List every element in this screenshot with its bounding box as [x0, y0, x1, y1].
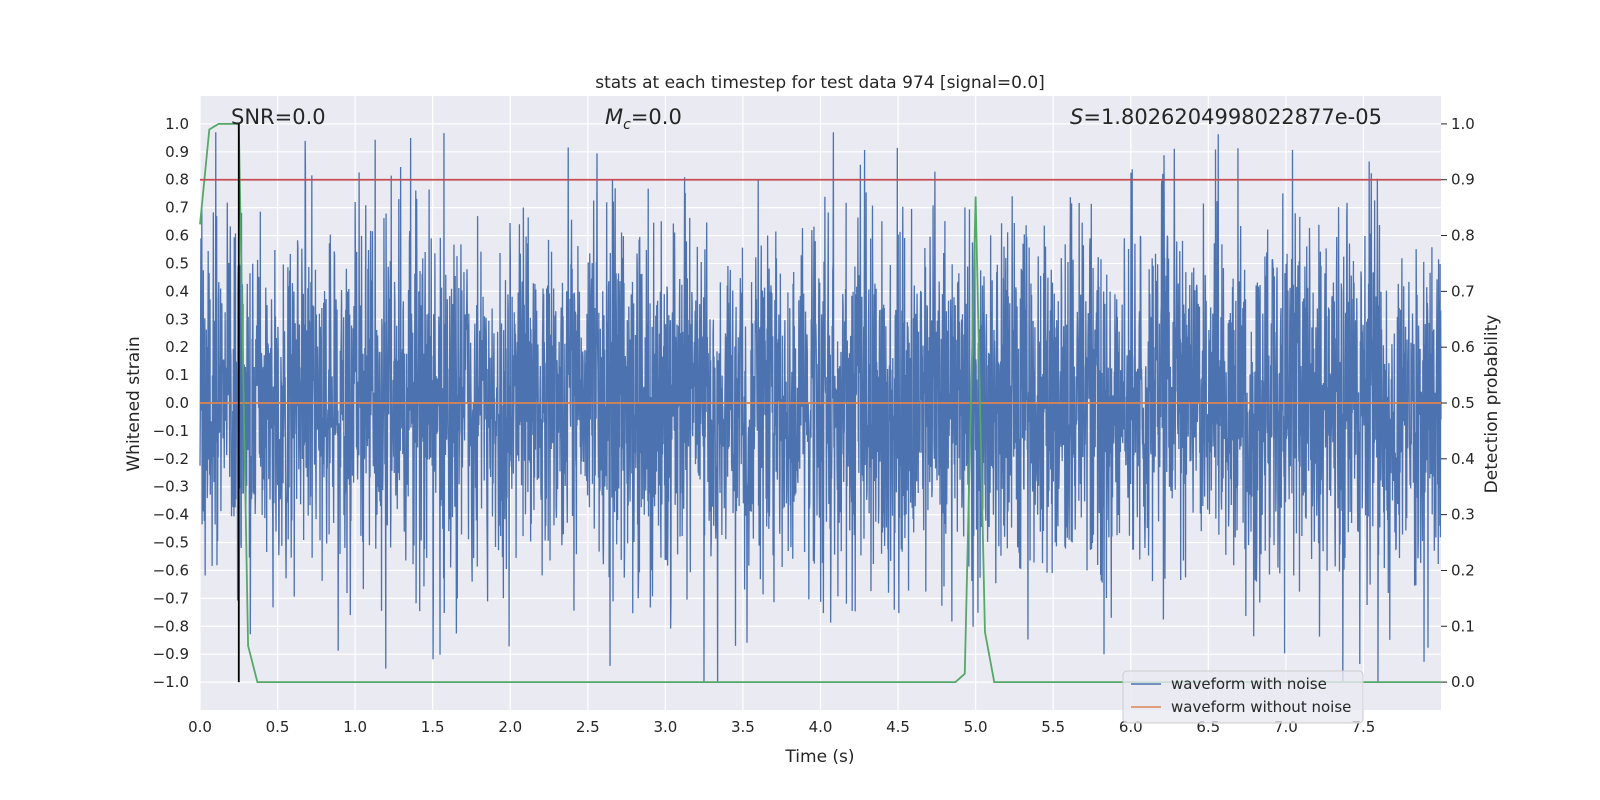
x-tick-label: 2.5 — [576, 718, 600, 736]
chirp-mass-annotation: Mc=0.0 — [605, 105, 682, 133]
y2-tick-label: 0.3 — [1451, 506, 1475, 524]
y-tick-label: 0.3 — [165, 310, 189, 328]
y-tick-label: 0.0 — [165, 394, 189, 412]
y2-tick-label: 0.7 — [1451, 282, 1475, 300]
legend: waveform with noise waveform without noi… — [1122, 670, 1364, 724]
x-tick-label: 0.0 — [188, 718, 212, 736]
y2-tick-label: 0.4 — [1451, 450, 1475, 468]
y-tick-label: −0.7 — [153, 589, 189, 607]
y-tick-label: 0.2 — [165, 338, 189, 356]
x-tick-label: 5.5 — [1041, 718, 1065, 736]
x-tick-label: 1.5 — [421, 718, 445, 736]
y-tick-label: −0.8 — [153, 617, 189, 635]
s-annotation: S=1.8026204998022877e-05 — [1070, 105, 1382, 129]
y2-tick-label: 0.1 — [1451, 617, 1475, 635]
x-tick-label: 0.5 — [266, 718, 290, 736]
y-tick-label: −0.6 — [153, 561, 189, 579]
y-tick-label: −0.1 — [153, 422, 189, 440]
y-tick-label: 0.6 — [165, 227, 189, 245]
y2-tick-label: 0.9 — [1451, 171, 1475, 189]
x-tick-label: 4.0 — [809, 718, 833, 736]
y2-tick-labels: 1.0 0.9 0.8 0.7 0.6 0.5 0.4 0.3 0.2 0.1 0.0 — [1441, 115, 1475, 691]
snr-annotation: SNR=0.0 — [231, 105, 326, 129]
y-tick-label: −1.0 — [153, 673, 189, 691]
chirp-mass-symbol: M — [605, 105, 623, 129]
y-tick-label: −0.5 — [153, 534, 189, 552]
y2-tick-label: 1.0 — [1451, 115, 1475, 133]
y-tick-label: 0.8 — [165, 171, 189, 189]
chart-title: stats at each timestep for test data 974… — [595, 73, 1045, 93]
x-tick-label: 4.5 — [886, 718, 910, 736]
y-axis-label: Whitened strain — [124, 336, 144, 471]
y-tick-label: −0.2 — [153, 450, 189, 468]
x-tick-labels: 0.0 0.5 1.0 1.5 2.0 2.5 3.0 3.5 4.0 4.5 5.0 5.5 6.0 6… — [188, 718, 1375, 736]
y2-tick-label: 0.8 — [1451, 227, 1475, 245]
y2-tick-label: 0.2 — [1451, 561, 1475, 579]
y-tick-label: 0.4 — [165, 282, 189, 300]
y2-tick-label: 0.6 — [1451, 338, 1475, 356]
series-waveform-with-noise — [199, 132, 1442, 683]
legend-box — [1122, 670, 1364, 724]
y-tick-label: −0.3 — [153, 478, 189, 496]
y2-tick-label: 0.5 — [1451, 394, 1475, 412]
y-tick-label: 1.0 — [165, 115, 189, 133]
y-tick-label: 0.1 — [165, 366, 189, 384]
y-tick-label: 0.5 — [165, 254, 189, 272]
legend-entry-waveform-without-noise: waveform without noise — [1171, 698, 1351, 716]
x-axis-label: Time (s) — [784, 747, 854, 767]
y2-tick-label: 0.0 — [1451, 673, 1475, 691]
y-tick-label: 0.9 — [165, 143, 189, 161]
x-tick-label: 3.5 — [731, 718, 755, 736]
series-detection-probability — [199, 123, 1441, 683]
chirp-mass-subscript: c — [623, 117, 631, 133]
x-tick-label: 1.0 — [343, 718, 367, 736]
plot-area — [199, 123, 1442, 683]
s-symbol: S — [1070, 105, 1083, 129]
x-tick-label: 5.0 — [964, 718, 988, 736]
y-tick-label: −0.9 — [153, 645, 189, 663]
x-tick-label: 3.0 — [653, 718, 677, 736]
legend-entry-waveform-with-noise: waveform with noise — [1171, 675, 1327, 693]
chirp-mass-value: =0.0 — [631, 105, 682, 129]
y-tick-label: −0.4 — [153, 506, 189, 524]
y-tick-label: 0.7 — [165, 199, 189, 217]
s-value: =1.8026204998022877e-05 — [1083, 105, 1382, 129]
x-tick-label: 2.0 — [498, 718, 522, 736]
y2-axis-label: Detection probability — [1482, 315, 1502, 494]
y-tick-labels: 1.0 0.9 0.8 0.7 0.6 0.5 0.4 0.3 0.2 0.1 0.0 −0.1 −0.… — [153, 115, 189, 691]
